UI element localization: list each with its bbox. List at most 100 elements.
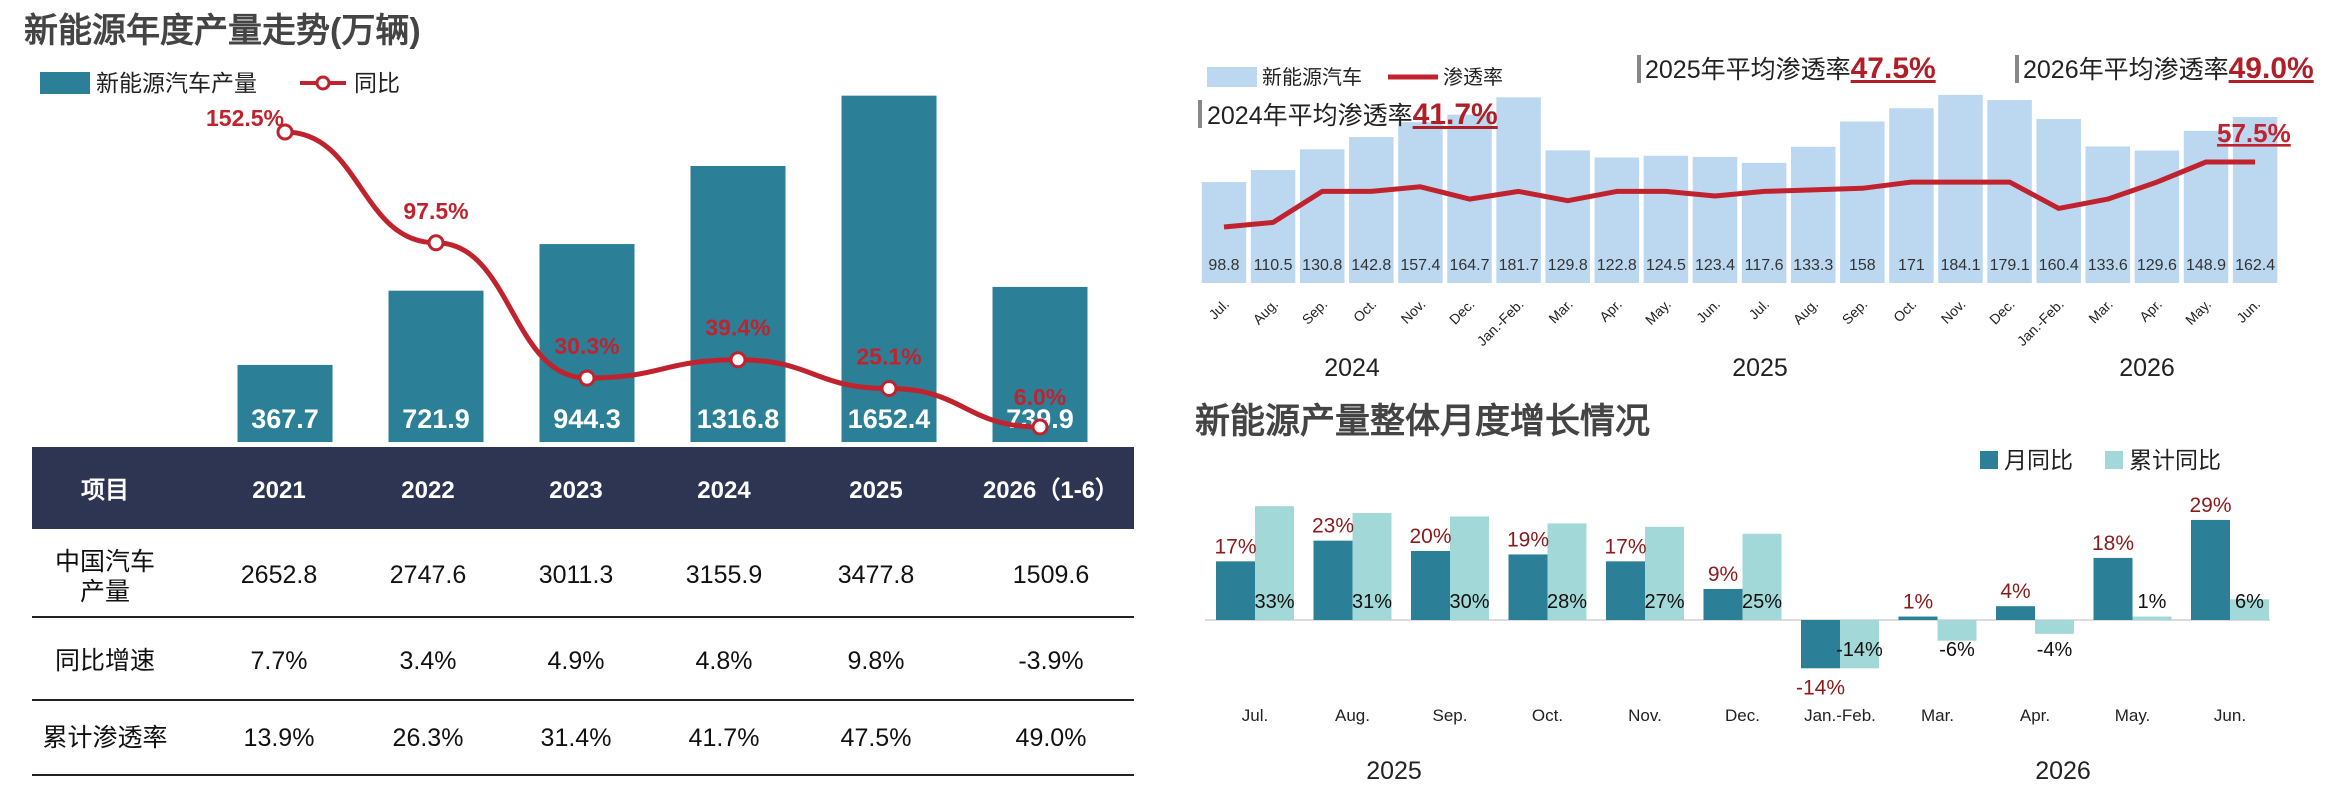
legend-bar-label: 新能源汽车产量 xyxy=(96,70,257,96)
table-cell: 2747.6 xyxy=(390,561,466,589)
growth-label-cumulative: 27% xyxy=(1644,591,1684,613)
growth-year-2026: 2026 xyxy=(2035,757,2091,785)
growth-legend-a-label: 月同比 xyxy=(2004,447,2073,473)
table-header-cell: 2023 xyxy=(549,477,602,504)
pen-bar xyxy=(1299,149,1345,283)
table-row-label: 同比增速 xyxy=(55,647,155,675)
pen-x-tick: Jun. xyxy=(1693,296,1723,326)
pen-bar-label: 162.4 xyxy=(2235,257,2275,274)
pen-bar-label: 124.5 xyxy=(1646,257,1686,274)
pen-bar-label: 129.8 xyxy=(1548,257,1588,274)
annual-bar-label: 1316.8 xyxy=(697,404,780,434)
annual-yoy-label: 152.5% xyxy=(206,105,284,131)
pen-x-tick: May. xyxy=(1642,296,1674,328)
pen-x-tick: Nov. xyxy=(1398,296,1429,327)
pen-x-tick: Mar. xyxy=(1545,296,1576,327)
annual-yoy-path xyxy=(284,129,1041,430)
growth-bar-cumulative xyxy=(2132,616,2172,620)
table-header-cell: 项目 xyxy=(81,477,129,504)
legend-line-marker xyxy=(315,75,331,91)
pen-x-tick: Mar. xyxy=(2085,296,2116,327)
pen-bar xyxy=(1741,162,1787,283)
growth-label-monthly: 17% xyxy=(1604,535,1646,558)
growth-legend-b-label: 累计同比 xyxy=(2129,447,2221,473)
growth-label-cumulative: 25% xyxy=(1742,591,1782,613)
pen-bar-label: 133.6 xyxy=(2088,257,2128,274)
growth-x-tick: May. xyxy=(2115,706,2151,725)
monthly-penetration-chart: 新能源汽车 渗透率 98.8 110.5 130.8 142.8 157.4 164.7 1… xyxy=(1198,52,2314,382)
growth-bar-cumulative xyxy=(1742,533,1782,620)
pen-x-tick: Sep. xyxy=(1839,296,1871,328)
avg-2024-marker xyxy=(1198,100,1202,128)
pen-legend-bar-label: 新能源汽车 xyxy=(1262,66,1362,89)
table-cell: 9.8% xyxy=(848,647,905,675)
pen-bar xyxy=(1398,122,1443,283)
pen-year-2025: 2025 xyxy=(1732,354,1788,382)
growth-year-2025: 2025 xyxy=(1366,757,1422,785)
growth-bar-monthly xyxy=(2093,557,2133,620)
table-cell: 26.3% xyxy=(393,724,464,752)
growth-label-cumulative: 6% xyxy=(2235,591,2264,613)
growth-bar-monthly xyxy=(1411,551,1450,620)
pen-x-tick: Apr. xyxy=(1596,296,1625,325)
pen-x-tick: Jun. xyxy=(2233,296,2263,326)
growth-label-monthly: 9% xyxy=(1708,563,1738,586)
pen-bar-label: 157.4 xyxy=(1400,257,1440,274)
growth-chart-title: 新能源产量整体月度增长情况 xyxy=(1195,402,1650,441)
growth-label-monthly: 20% xyxy=(1409,525,1451,548)
growth-bar-monthly xyxy=(1508,554,1548,620)
growth-label-monthly: 1% xyxy=(1903,591,1933,614)
table-header-cell: 2026（1-6） xyxy=(983,477,1119,504)
table-row-label: 累计渗透率 xyxy=(42,724,167,752)
pen-x-tick: Dec. xyxy=(1446,296,1478,328)
table-body: 中国汽车产量 2652.8 2747.6 3011.3 3155.9 3477.8 1509… xyxy=(32,548,1134,776)
production-table: 项目 2021 2022 2023 2024 2025 2026（1-6） 中国汽车产量 26… xyxy=(32,447,1134,776)
annual-yoy-point xyxy=(880,380,898,398)
table-cell: 13.9% xyxy=(244,724,315,752)
table-header-cell: 2022 xyxy=(401,477,454,504)
pen-bar xyxy=(2232,117,2278,284)
growth-bar-monthly xyxy=(1703,588,1743,620)
annual-yoy-point xyxy=(1031,418,1049,436)
pen-bar-label: 160.4 xyxy=(2039,257,2079,274)
annual-bar-label: 944.3 xyxy=(553,404,621,434)
growth-label-monthly: 17% xyxy=(1214,535,1256,558)
pen-bar xyxy=(2134,150,2180,283)
growth-label-cumulative: -14% xyxy=(1836,639,1883,661)
growth-bar-cumulative xyxy=(1645,526,1684,620)
pen-annotations: 2024年平均渗透率41.7% 2025年平均渗透率47.5% 2026年平均渗… xyxy=(1198,52,2314,148)
growth-x-tick: Aug. xyxy=(1335,706,1370,725)
growth-label-cumulative: 31% xyxy=(1352,591,1392,613)
pen-rate-path xyxy=(1223,159,2256,230)
pen-bar-label: 142.8 xyxy=(1351,257,1391,274)
pen-bar xyxy=(1889,108,1934,283)
pen-bar xyxy=(1938,94,1983,284)
annual-yoy-line: 152.5% 97.5% 30.3% 39.4% 25.1% 6.0% xyxy=(206,105,1066,436)
pen-bar xyxy=(1840,121,1885,283)
growth-bar-cumulative xyxy=(2230,599,2269,620)
avg-2025-annotation: 2025年平均渗透率47.5% xyxy=(1645,52,1936,85)
pen-x-tick: Jan.-Feb. xyxy=(1474,296,1527,349)
pen-bar-label: 184.1 xyxy=(1940,257,1980,274)
pen-year-2026: 2026 xyxy=(2119,354,2175,382)
table-header-cell: 2021 xyxy=(252,477,305,504)
avg-2025-marker xyxy=(1637,55,1641,83)
table-header: 项目 2021 2022 2023 2024 2025 2026（1-6） xyxy=(81,477,1119,504)
pen-bar-label: 158 xyxy=(1849,257,1876,274)
pen-bars: 98.8 110.5 130.8 142.8 157.4 164.7 181.7 129.8 1… xyxy=(1201,94,2278,284)
annual-bar xyxy=(690,165,786,442)
pen-x-tick: Dec. xyxy=(1986,296,2018,328)
growth-x-tick: Jul. xyxy=(1242,706,1268,725)
annual-yoy-label: 25.1% xyxy=(856,344,921,370)
annual-legend: 新能源汽车产量 同比 xyxy=(40,70,400,96)
growth-bar-monthly xyxy=(1898,616,1938,620)
growth-x-tick: Apr. xyxy=(2020,706,2050,725)
annual-yoy-point xyxy=(276,123,294,141)
annual-yoy-label: 6.0% xyxy=(1014,384,1066,410)
growth-label-cumulative: 28% xyxy=(1547,591,1587,613)
pen-bar-label: 133.3 xyxy=(1793,257,1833,274)
last-rate-label: 57.5% xyxy=(2217,118,2291,148)
pen-bar-label: 179.1 xyxy=(1990,257,2030,274)
